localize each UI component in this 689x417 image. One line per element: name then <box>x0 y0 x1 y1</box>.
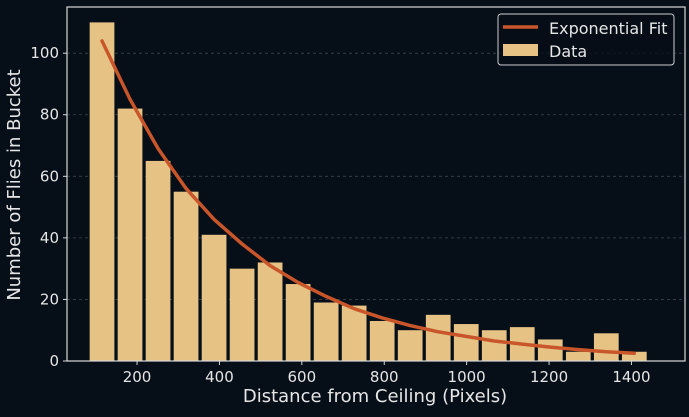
data-bar <box>565 351 591 361</box>
data-bar <box>257 262 283 361</box>
data-bar <box>229 268 255 361</box>
legend-box <box>497 13 675 66</box>
data-bar <box>117 108 143 361</box>
data-bar <box>89 22 115 362</box>
data-bar <box>621 351 647 361</box>
y-axis-label: Number of Flies in Bucket <box>4 69 25 300</box>
data-bar <box>285 284 311 361</box>
data-bar <box>537 339 563 361</box>
legend-label-data: Data <box>549 42 587 61</box>
data-bar <box>369 320 395 361</box>
y-axis-ticks: 0 20 40 60 80 100 <box>30 44 67 370</box>
data-bar <box>313 302 339 361</box>
data-bar <box>453 324 479 361</box>
legend-label-fit: Exponential Fit <box>549 19 667 38</box>
y-tick-label: 40 <box>40 229 59 247</box>
x-tick-label: 600 <box>288 368 317 386</box>
y-tick-label: 80 <box>40 106 59 124</box>
x-tick-label: 1000 <box>448 368 486 386</box>
x-tick-label: 1200 <box>530 368 568 386</box>
data-bar <box>173 191 199 361</box>
data-bar <box>593 333 619 361</box>
data-bar <box>425 314 451 361</box>
data-bars <box>89 22 647 362</box>
data-bar <box>201 234 227 361</box>
data-bar <box>397 330 423 361</box>
data-bar <box>145 160 171 361</box>
data-bar <box>481 330 507 361</box>
x-tick-label: 200 <box>123 368 152 386</box>
legend-bar-swatch <box>503 44 538 56</box>
y-tick-label: 20 <box>40 290 59 308</box>
data-bar <box>341 305 367 361</box>
y-tick-label: 60 <box>40 167 59 185</box>
y-tick-label: 0 <box>49 352 59 370</box>
x-tick-label: 1400 <box>612 368 650 386</box>
x-tick-label: 400 <box>205 368 234 386</box>
y-tick-label: 100 <box>30 44 59 62</box>
exponential-fit-line <box>100 39 637 356</box>
x-tick-label: 800 <box>370 368 399 386</box>
x-axis-ticks: 200 400 600 800 1000 1200 1400 <box>123 361 651 386</box>
x-axis-label: Distance from Ceiling (Pixels) <box>243 386 507 407</box>
legend: Exponential Fit Data <box>497 13 675 66</box>
plot-frame <box>66 6 686 362</box>
